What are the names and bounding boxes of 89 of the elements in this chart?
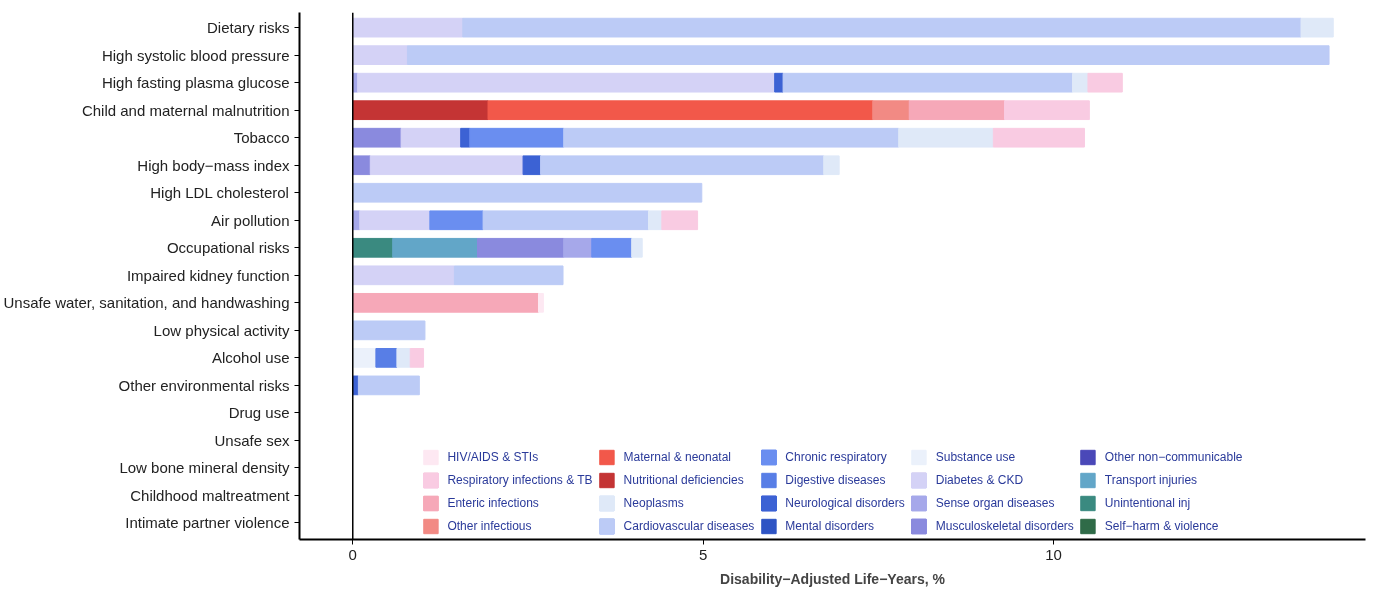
legend-label: Chronic respiratory bbox=[785, 449, 887, 466]
y-tick-label: Intimate partner violence bbox=[125, 514, 290, 532]
bar bbox=[369, 155, 524, 176]
bar bbox=[469, 127, 565, 148]
y-tick-label: Low physical activity bbox=[153, 321, 290, 339]
bar bbox=[359, 210, 431, 231]
bar bbox=[661, 210, 699, 231]
bar bbox=[352, 292, 539, 313]
y-tick-label: Tobacco bbox=[233, 129, 290, 147]
bar bbox=[648, 210, 663, 231]
legend-label: Maternal & neonatal bbox=[623, 449, 732, 466]
legend-label: Unintentional inj bbox=[1104, 495, 1191, 512]
bar bbox=[898, 127, 994, 148]
y-tick-label: Impaired kidney function bbox=[126, 266, 290, 284]
legend-label: Cardiovascular diseases bbox=[623, 518, 755, 535]
bar bbox=[352, 100, 489, 121]
legend-label: Musculoskeletal disorders bbox=[935, 518, 1074, 535]
legend-label: Enteric infections bbox=[447, 495, 539, 512]
y-tick-label: Dietary risks bbox=[206, 19, 290, 37]
bar bbox=[453, 265, 564, 286]
bar bbox=[357, 375, 420, 396]
legend-label: Self−harm & violence bbox=[1104, 518, 1219, 535]
bar bbox=[352, 127, 402, 148]
bar bbox=[352, 265, 455, 286]
legend-label: Transport injuries bbox=[1104, 472, 1198, 489]
bar bbox=[352, 237, 394, 258]
bar bbox=[631, 237, 643, 258]
bar bbox=[462, 17, 1302, 38]
bar bbox=[460, 127, 471, 148]
bar bbox=[352, 17, 464, 38]
y-tick-label: Childhood maltreatment bbox=[130, 486, 291, 504]
legend-label: Respiratory infections & TB bbox=[447, 472, 593, 489]
bar bbox=[908, 100, 1006, 121]
y-tick-label: Low bone mineral density bbox=[119, 459, 290, 477]
bar bbox=[396, 348, 411, 368]
bar bbox=[992, 127, 1085, 148]
y-tick-label: Drug use bbox=[228, 404, 290, 422]
bar bbox=[1087, 72, 1123, 93]
bar bbox=[537, 292, 544, 313]
bar bbox=[477, 237, 565, 258]
y-tick-label: High fasting plasma glucose bbox=[101, 74, 290, 92]
bar bbox=[563, 127, 900, 148]
bar bbox=[409, 348, 425, 368]
bar bbox=[429, 210, 484, 231]
x-axis-title: Disability−Adjusted Life−Years, % bbox=[720, 570, 946, 587]
y-tick-label: Air pollution bbox=[211, 211, 290, 229]
y-tick-label: Alcohol use bbox=[211, 349, 290, 367]
y-tick-label: High systolic blood pressure bbox=[101, 46, 290, 64]
legend-label: Neurological disorders bbox=[785, 495, 905, 512]
legend-label: HIV/AIDS & STIs bbox=[447, 449, 539, 466]
x-tick-label: 0 bbox=[348, 545, 357, 563]
bar bbox=[540, 155, 825, 176]
bar bbox=[406, 45, 1330, 66]
bar bbox=[392, 237, 479, 258]
bar bbox=[1072, 72, 1089, 93]
legend-label: Digestive diseases bbox=[785, 472, 886, 489]
legend-label: Other infectious bbox=[447, 518, 532, 535]
legend-label: Sense organ diseases bbox=[935, 495, 1055, 512]
x-tick-label: 10 bbox=[1045, 545, 1062, 563]
legend-label: Substance use bbox=[935, 449, 1016, 466]
legend-label: Other non−communicable bbox=[1104, 449, 1243, 466]
bar bbox=[400, 127, 462, 148]
y-tick-label: High LDL cholesterol bbox=[150, 184, 289, 202]
y-tick-label: High body−mass index bbox=[137, 156, 290, 174]
y-tick-label: Child and maternal malnutrition bbox=[81, 101, 290, 119]
legend-label: Diabetes & CKD bbox=[935, 472, 1024, 489]
bar bbox=[782, 72, 1074, 93]
bar bbox=[482, 210, 650, 231]
legend-label: Nutritional deficiencies bbox=[623, 472, 744, 489]
y-tick-label: Occupational risks bbox=[166, 239, 290, 257]
x-tick-label: 5 bbox=[699, 545, 708, 563]
bar bbox=[872, 100, 910, 121]
bar bbox=[357, 72, 776, 93]
bar bbox=[352, 182, 703, 203]
legend-label: Neoplasms bbox=[623, 495, 684, 512]
y-tick-label: Unsafe water, sanitation, and handwashing bbox=[3, 294, 290, 312]
y-tick-label: Unsafe sex bbox=[214, 431, 290, 449]
legend-label: Mental disorders bbox=[785, 518, 875, 535]
bar bbox=[487, 100, 874, 121]
bar bbox=[1300, 17, 1334, 38]
bar bbox=[563, 237, 593, 258]
bar bbox=[352, 320, 426, 341]
bar bbox=[522, 155, 542, 176]
y-tick-label: Other environmental risks bbox=[118, 376, 290, 394]
bar bbox=[823, 155, 840, 176]
bar bbox=[375, 348, 398, 368]
bar bbox=[1004, 100, 1090, 121]
bar bbox=[352, 45, 408, 66]
bar bbox=[591, 237, 633, 258]
